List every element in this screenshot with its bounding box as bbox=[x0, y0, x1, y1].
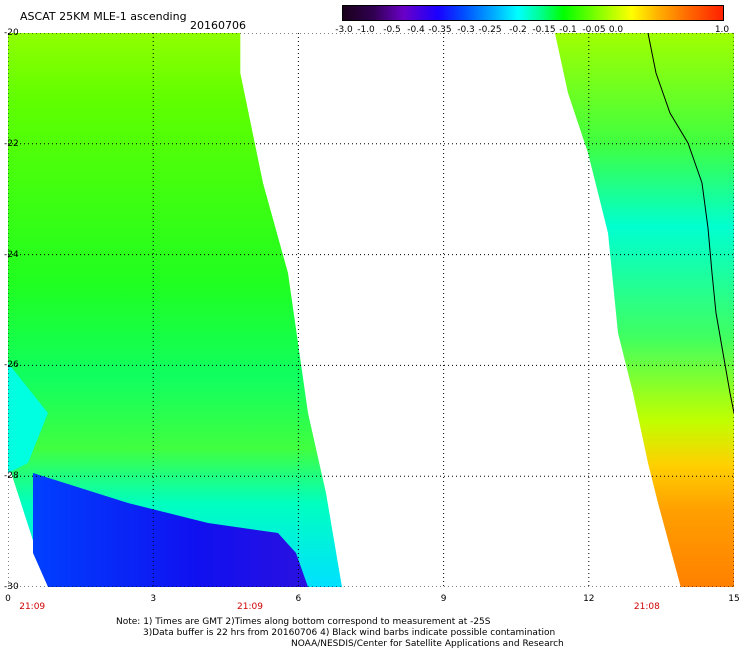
lat-tick-label: -28 bbox=[4, 471, 19, 482]
color-scale-bar bbox=[342, 5, 724, 21]
lon-tick-label: 0 bbox=[5, 594, 11, 604]
west-swath-cyan-patch bbox=[8, 363, 48, 473]
lon-tick-label: 6 bbox=[295, 594, 302, 604]
color-scale-label: -0.4 bbox=[407, 25, 425, 35]
lat-tick-label: -24 bbox=[4, 249, 19, 260]
lon-tick-label: 9 bbox=[440, 594, 447, 604]
lat-tick-label: -26 bbox=[4, 360, 19, 371]
color-scale-label: -0.05 bbox=[582, 25, 606, 35]
color-scale-label: -1.0 bbox=[357, 25, 375, 35]
color-scale-label: -0.1 bbox=[559, 25, 577, 35]
color-scale-label: 1.0 bbox=[714, 25, 730, 35]
west-swath bbox=[8, 33, 342, 587]
east-swath bbox=[554, 33, 734, 587]
color-scale-label: 0.0 bbox=[608, 25, 624, 35]
note-line-3: NOAA/NESDIS/Center for Satellite Applica… bbox=[291, 639, 564, 649]
color-scale-label: -0.5 bbox=[383, 25, 401, 35]
lat-tick-label: -20 bbox=[4, 28, 19, 38]
time-label: 21:08 bbox=[633, 602, 660, 612]
time-label: 21:09 bbox=[237, 602, 263, 612]
lon-tick-label: 3 bbox=[150, 594, 157, 604]
color-scale-label: -0.25 bbox=[478, 25, 502, 35]
color-scale-label: -0.3 bbox=[457, 25, 475, 35]
coastline bbox=[647, 33, 734, 414]
west-swath-blue-region bbox=[33, 473, 308, 587]
wind-map bbox=[8, 33, 734, 587]
chart-title: ASCAT 25KM MLE-1 ascending bbox=[20, 10, 187, 23]
color-scale-label: -0.35 bbox=[428, 25, 452, 35]
note-line-2: 3)Data buffer is 22 hrs from 20160706 4)… bbox=[143, 628, 556, 638]
color-scale-label: -3.0 bbox=[335, 25, 353, 35]
color-scale-label: -0.15 bbox=[532, 25, 556, 35]
lon-tick-label: 12 bbox=[583, 594, 595, 604]
lat-tick-label: -30 bbox=[4, 582, 19, 592]
time-label: 21:09 bbox=[19, 602, 46, 612]
lat-tick-label: -22 bbox=[4, 138, 19, 149]
note-line-1: Note: 1) Times are GMT 2)Times along bot… bbox=[116, 617, 491, 627]
color-scale-label: -0.2 bbox=[509, 25, 527, 35]
color-scale-labels: -3.0 -1.0 -0.5 -0.4 -0.35 -0.3 -0.25 -0.2 -0.15-… bbox=[330, 25, 732, 37]
lon-tick-label: 15 bbox=[728, 594, 740, 604]
date-label: 20160706 bbox=[190, 19, 246, 32]
